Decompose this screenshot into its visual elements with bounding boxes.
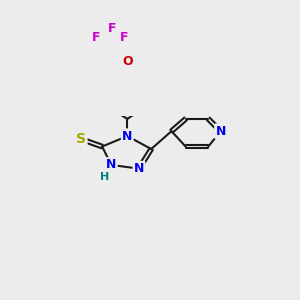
Text: F: F bbox=[120, 31, 128, 44]
Text: O: O bbox=[122, 55, 133, 68]
Text: S: S bbox=[76, 132, 86, 146]
Text: N: N bbox=[106, 158, 116, 171]
Text: F: F bbox=[92, 31, 100, 44]
Text: H: H bbox=[100, 172, 109, 182]
Text: F: F bbox=[108, 22, 116, 35]
Text: N: N bbox=[122, 130, 133, 142]
Text: N: N bbox=[134, 162, 144, 175]
Text: N: N bbox=[215, 125, 226, 138]
